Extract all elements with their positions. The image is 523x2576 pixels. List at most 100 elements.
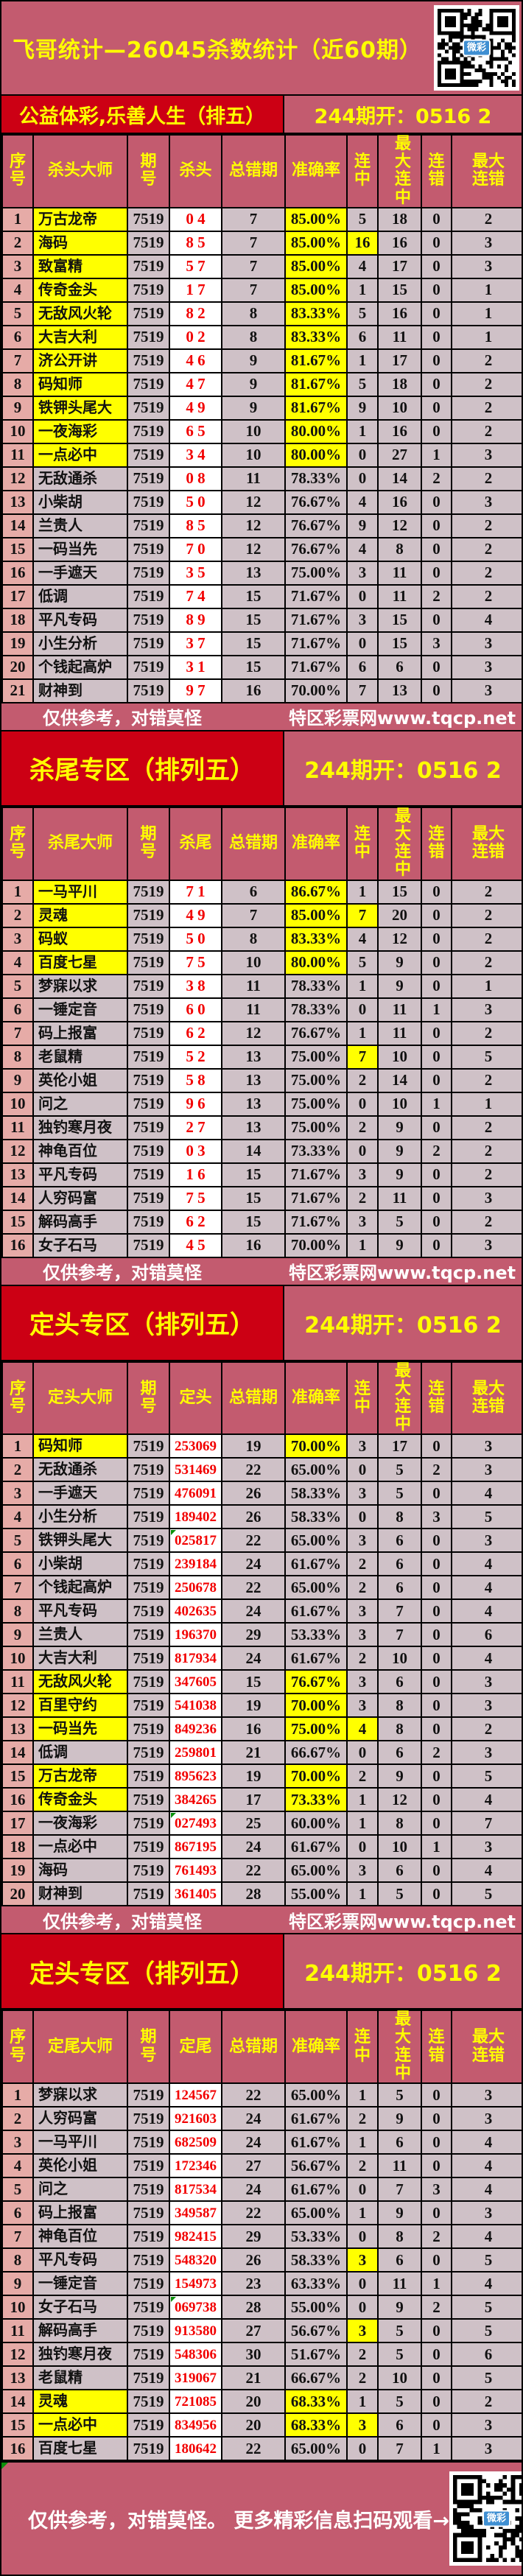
cell-maxlz: 11 <box>377 2153 422 2178</box>
table-row: 14 低调 7519 259801 21 66.67% 0 6 2 3 <box>1 1740 522 1766</box>
cell-acc: 53.33% <box>284 2224 348 2249</box>
cell-acc: 80.00% <box>284 442 348 468</box>
cell-period: 7519 <box>127 2177 170 2202</box>
table-row: 11 无敌风火轮 7519 347605 15 76.67% 3 6 0 3 <box>1 1669 522 1695</box>
cell-acc: 75.00% <box>284 1067 348 1093</box>
cell-maxlz: 15 <box>377 277 422 303</box>
cell-err: 16 <box>221 1716 286 1742</box>
cell-lz: 4 <box>346 253 379 279</box>
cell-acc: 81.67% <box>284 371 348 397</box>
cell-pick: 189402 <box>169 1504 222 1530</box>
cell-err: 15 <box>221 631 286 656</box>
cell-period: 7519 <box>127 1481 170 1506</box>
cell-name: 一码当先 <box>32 536 128 562</box>
cell-err: 16 <box>221 1232 286 1258</box>
section-title: 杀尾专区（排列五） <box>1 731 284 805</box>
cell-err: 16 <box>221 678 286 703</box>
cell-lc: 0 <box>421 1020 452 1046</box>
cell-name: 一锤定音 <box>32 997 128 1022</box>
table-row: 8 平凡专码 7519 548320 26 58.33% 3 6 0 5 <box>1 2247 522 2273</box>
cell-lc: 0 <box>421 1067 452 1093</box>
cell-lz: 4 <box>346 536 379 562</box>
cell-err: 12 <box>221 513 286 538</box>
cell-period: 7519 <box>127 1575 170 1601</box>
cell-lz: 3 <box>346 2318 379 2343</box>
cell-period: 7519 <box>127 513 170 538</box>
cell-err: 28 <box>221 2295 286 2320</box>
cell-pick: 6 5 <box>169 418 222 444</box>
cell-lz: 1 <box>346 418 379 444</box>
cell-lc: 0 <box>421 1787 452 1813</box>
col-accuracy: 准确率 <box>284 134 348 208</box>
cell-pick: 319067 <box>169 2365 222 2390</box>
cell-period: 7519 <box>127 489 170 515</box>
site-link-text: 特区彩票网www.tqcp.net <box>289 1263 516 1283</box>
cell-period: 7519 <box>127 1858 170 1884</box>
cell-acc: 65.00% <box>284 2082 348 2108</box>
cell-lc: 1 <box>421 2436 452 2461</box>
cell-name: 老鼠精 <box>32 1044 128 1070</box>
cell-name: 一点必中 <box>32 2412 128 2438</box>
cell-lz: 1 <box>346 1020 379 1046</box>
section-title: 定头专区（排列五） <box>1 1285 284 1360</box>
cell-maxlz: 16 <box>377 489 422 515</box>
cell-no: 15 <box>1 1763 34 1789</box>
cell-acc: 71.67% <box>284 583 348 609</box>
cell-name: 铁钾头尾大 <box>32 1528 128 1554</box>
cell-name: 神龟百位 <box>32 1138 128 1164</box>
cell-lc: 2 <box>421 2295 452 2320</box>
cell-maxlz: 15 <box>377 631 422 656</box>
cell-maxlc: 3 <box>451 1185 522 1211</box>
cell-maxlc: 2 <box>451 395 522 421</box>
cell-lz: 0 <box>346 2436 379 2461</box>
cell-name: 百度七星 <box>32 2436 128 2461</box>
cell-name: 铁钾头尾大 <box>32 395 128 421</box>
cell-period: 7519 <box>127 607 170 633</box>
cell-maxlz: 20 <box>377 902 422 928</box>
cell-acc: 65.00% <box>284 2200 348 2225</box>
page-title: 飞哥统计—26045杀数统计（近60期） <box>12 38 423 63</box>
cell-pick: 7 1 <box>169 879 222 905</box>
cell-maxlc: 2 <box>451 513 522 538</box>
cell-maxlz: 8 <box>377 536 422 562</box>
cell-err: 24 <box>221 2177 286 2202</box>
cell-maxlc: 3 <box>451 1433 522 1459</box>
cell-maxlc: 4 <box>451 1551 522 1577</box>
cell-name: 济公开讲 <box>32 348 128 373</box>
cell-pick: 6 0 <box>169 997 222 1022</box>
cell-pick: 5 8 <box>169 1067 222 1093</box>
cell-no: 7 <box>1 348 34 373</box>
cell-maxlc: 4 <box>451 2177 522 2202</box>
cell-pick: 682509 <box>169 2130 222 2155</box>
cell-period: 7519 <box>127 277 170 303</box>
cell-acc: 76.67% <box>284 513 348 538</box>
table-row: 7 码上报富 7519 6 2 12 76.67% 1 11 0 2 <box>1 1020 522 1046</box>
cell-lc: 0 <box>421 1575 452 1601</box>
table-row: 4 百度七星 7519 7 5 10 80.00% 5 9 0 2 <box>1 950 522 975</box>
cell-name: 梦寐以求 <box>32 973 128 999</box>
cell-name: 一点必中 <box>32 442 128 468</box>
table-row: 14 灵魂 7519 721085 20 68.33% 1 5 0 2 <box>1 2389 522 2414</box>
cell-maxlz: 14 <box>377 1067 422 1093</box>
cell-lc: 0 <box>421 1669 452 1695</box>
cell-maxlz: 18 <box>377 371 422 397</box>
col-max-miss-streak: 最大连错 <box>451 2010 522 2084</box>
cell-maxlc: 2 <box>451 1138 522 1164</box>
cell-maxlc: 3 <box>451 489 522 515</box>
cell-pick: 867195 <box>169 1834 222 1860</box>
cell-maxlz: 14 <box>377 466 422 491</box>
cell-name: 小柴胡 <box>32 1551 128 1577</box>
cell-maxlz: 17 <box>377 1433 422 1459</box>
cell-no: 1 <box>1 206 34 232</box>
cell-maxlc: 3 <box>451 1232 522 1258</box>
cell-err: 15 <box>221 607 286 633</box>
cell-no: 13 <box>1 2365 34 2390</box>
cell-period: 7519 <box>127 2318 170 2343</box>
cell-maxlz: 6 <box>377 2130 422 2155</box>
cell-name: 小生分析 <box>32 631 128 656</box>
cell-no: 5 <box>1 2177 34 2202</box>
cell-maxlc: 5 <box>451 2295 522 2320</box>
qr-code-bottom: 微彩 <box>449 2471 522 2566</box>
cell-name: 解码高手 <box>32 2318 128 2343</box>
